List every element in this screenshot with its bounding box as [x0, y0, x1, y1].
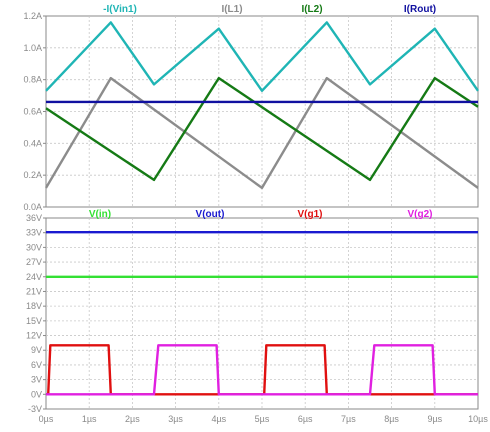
voltage-y-tick-label: 9V [31, 345, 42, 355]
voltage-x-tick-label: 8µs [384, 414, 399, 424]
voltage-legend-2: V(g1) [298, 209, 323, 220]
voltage-x-tick-label: 9µs [427, 414, 442, 424]
voltage-x-tick-label: 1µs [82, 414, 97, 424]
current-y-tick-label: 0.6A [23, 107, 42, 117]
voltage-y-tick-label: 3V [31, 375, 42, 385]
voltage-y-tick-label: 27V [26, 257, 42, 267]
voltage-y-tick-label: 6V [31, 360, 42, 370]
current-legend-1: I(L1) [221, 4, 242, 15]
current-legend-0: -I(Vin1) [103, 4, 137, 15]
voltage-y-tick-label: 0V [31, 389, 42, 399]
voltage-x-tick-label: 0µs [39, 414, 54, 424]
voltage-x-tick-label: 5µs [255, 414, 270, 424]
current-series-line-0 [45, 21, 479, 93]
current-y-tick-label: 1.2A [23, 11, 42, 21]
current-series-line-1 [44, 76, 479, 190]
voltage-y-tick-label: 36V [26, 213, 42, 223]
voltage-legend-1: V(out) [196, 209, 225, 220]
voltage-legend-3: V(g2) [408, 209, 433, 220]
current-series-line-2 [45, 76, 479, 182]
current-y-tick-label: 0.2A [23, 170, 42, 180]
voltage-x-tick-label: 6µs [298, 414, 313, 424]
voltage-x-tick-label: 10µs [468, 414, 488, 424]
voltage-y-tick-label: 24V [26, 272, 42, 282]
voltage-x-tick-label: 3µs [168, 414, 183, 424]
voltage-y-tick-label: 18V [26, 301, 42, 311]
voltage-x-tick-label: 4µs [211, 414, 226, 424]
current-legend-2: I(L2) [301, 4, 322, 15]
voltage-y-tick-label: -3V [28, 404, 42, 414]
voltage-y-tick-label: 21V [26, 286, 42, 296]
voltage-y-tick-label: 30V [26, 242, 42, 252]
current-legend-3: I(Rout) [404, 4, 436, 15]
voltage-x-tick-label: 2µs [125, 414, 140, 424]
current-y-tick-label: 0.0A [23, 202, 42, 212]
voltage-y-tick-label: 33V [26, 228, 42, 238]
voltage-legend-0: V(in) [89, 209, 111, 220]
current-y-tick-label: 0.8A [23, 75, 42, 85]
voltage-y-tick-label: 12V [26, 331, 42, 341]
voltage-series-line-3 [46, 344, 478, 396]
voltage-y-tick-label: 15V [26, 316, 42, 326]
current-y-tick-label: 0.4A [23, 138, 42, 148]
voltage-x-tick-label: 7µs [341, 414, 356, 424]
current-y-tick-label: 1.0A [23, 43, 42, 53]
